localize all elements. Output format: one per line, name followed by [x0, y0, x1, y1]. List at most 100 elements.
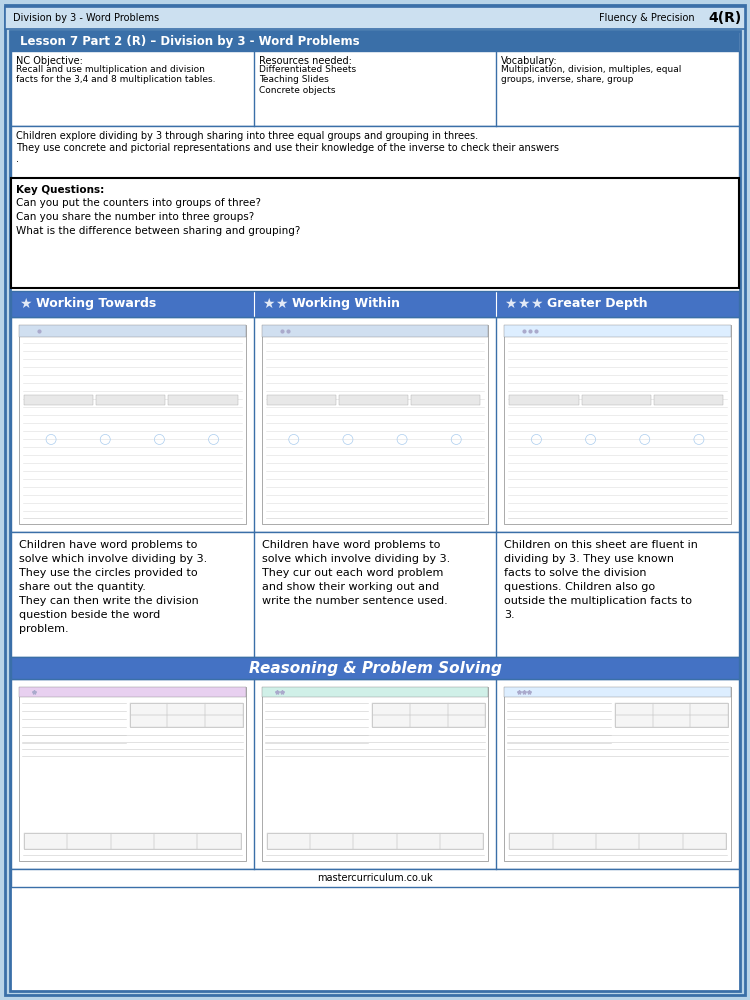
- Bar: [267, 833, 310, 849]
- Bar: [509, 833, 726, 849]
- Bar: [11, 291, 739, 317]
- Bar: [691, 715, 728, 727]
- Bar: [448, 703, 485, 715]
- Bar: [11, 657, 739, 679]
- Text: Children have word problems to
solve which involve dividing by 3.
They cur out e: Children have word problems to solve whi…: [262, 540, 450, 606]
- Bar: [167, 715, 205, 727]
- Text: NC Objective:: NC Objective:: [16, 56, 82, 66]
- Text: Key Questions:: Key Questions:: [16, 185, 104, 195]
- Bar: [682, 833, 726, 849]
- Text: Fluency & Precision: Fluency & Precision: [599, 13, 695, 23]
- Bar: [504, 325, 731, 524]
- Bar: [19, 325, 246, 524]
- Bar: [553, 833, 596, 849]
- Text: ★: ★: [19, 297, 32, 311]
- Text: Greater Depth: Greater Depth: [548, 298, 648, 310]
- Text: Working Within: Working Within: [292, 298, 400, 310]
- Text: ★: ★: [504, 297, 517, 311]
- Bar: [11, 869, 739, 887]
- Text: Resources needed:: Resources needed:: [259, 56, 352, 66]
- Text: mastercurriculum.co.uk: mastercurriculum.co.uk: [317, 873, 433, 883]
- Bar: [504, 687, 731, 861]
- Text: Can you share the number into three groups?: Can you share the number into three grou…: [16, 212, 254, 222]
- Bar: [448, 715, 485, 727]
- Bar: [581, 395, 651, 405]
- Bar: [654, 395, 723, 405]
- Bar: [19, 325, 246, 337]
- Bar: [509, 395, 578, 405]
- Bar: [410, 715, 448, 727]
- Bar: [11, 532, 739, 657]
- Bar: [130, 703, 167, 715]
- Bar: [130, 715, 167, 727]
- Text: Differentiated Sheets
Teaching Slides
Concrete objects: Differentiated Sheets Teaching Slides Co…: [259, 65, 356, 95]
- Bar: [639, 833, 682, 849]
- Bar: [11, 291, 739, 317]
- Text: 4(R): 4(R): [709, 11, 742, 25]
- Bar: [11, 178, 739, 288]
- Bar: [262, 687, 488, 861]
- Bar: [205, 703, 243, 715]
- Text: Children explore dividing by 3 through sharing into three equal groups and group: Children explore dividing by 3 through s…: [16, 131, 559, 164]
- Bar: [19, 687, 246, 861]
- Bar: [169, 395, 238, 405]
- Bar: [11, 126, 739, 178]
- Bar: [615, 703, 652, 715]
- Text: Can you put the counters into groups of three?: Can you put the counters into groups of …: [16, 198, 261, 208]
- Text: Working Towards: Working Towards: [36, 298, 156, 310]
- Bar: [167, 703, 205, 715]
- Bar: [504, 687, 731, 697]
- Text: Children on this sheet are fluent in
dividing by 3. They use known
facts to solv: Children on this sheet are fluent in div…: [504, 540, 698, 620]
- Text: ★: ★: [262, 297, 274, 311]
- Text: Reasoning & Problem Solving: Reasoning & Problem Solving: [248, 660, 502, 676]
- Text: Multiplication, division, multiples, equal
groups, inverse, share, group: Multiplication, division, multiples, equ…: [501, 65, 682, 84]
- Bar: [691, 703, 728, 715]
- Bar: [310, 833, 353, 849]
- Text: ★: ★: [530, 297, 543, 311]
- Bar: [504, 325, 731, 337]
- Bar: [19, 687, 246, 697]
- Bar: [130, 703, 243, 727]
- Bar: [267, 395, 336, 405]
- Bar: [397, 833, 440, 849]
- Bar: [411, 395, 480, 405]
- Bar: [509, 833, 553, 849]
- Bar: [615, 715, 652, 727]
- Text: Vocabulary:: Vocabulary:: [501, 56, 558, 66]
- Bar: [111, 833, 154, 849]
- Bar: [154, 833, 197, 849]
- Text: Recall and use multiplication and division
facts for the 3,4 and 8 multiplicatio: Recall and use multiplication and divisi…: [16, 65, 215, 84]
- Bar: [267, 833, 483, 849]
- Bar: [373, 715, 410, 727]
- Bar: [11, 317, 739, 532]
- Text: ★: ★: [518, 297, 530, 311]
- Bar: [96, 395, 166, 405]
- Bar: [11, 657, 739, 679]
- Bar: [205, 715, 243, 727]
- Bar: [410, 703, 448, 715]
- Bar: [11, 679, 739, 869]
- Bar: [24, 833, 68, 849]
- Text: Division by 3 - Word Problems: Division by 3 - Word Problems: [13, 13, 159, 23]
- Bar: [339, 395, 408, 405]
- Text: Lesson 7 Part 2 (R) – Division by 3 - Word Problems: Lesson 7 Part 2 (R) – Division by 3 - Wo…: [20, 35, 360, 48]
- Bar: [652, 703, 691, 715]
- Bar: [24, 833, 241, 849]
- Bar: [262, 325, 488, 337]
- Bar: [353, 833, 397, 849]
- Bar: [68, 833, 111, 849]
- Bar: [262, 687, 488, 697]
- Bar: [373, 703, 485, 727]
- Bar: [373, 703, 410, 715]
- Bar: [262, 325, 488, 524]
- Text: Children have word problems to
solve which involve dividing by 3.
They use the c: Children have word problems to solve whi…: [19, 540, 207, 634]
- Bar: [11, 51, 739, 126]
- Bar: [652, 715, 691, 727]
- Bar: [440, 833, 483, 849]
- Bar: [615, 703, 728, 727]
- Text: What is the difference between sharing and grouping?: What is the difference between sharing a…: [16, 226, 300, 236]
- Bar: [5, 7, 745, 29]
- Text: ★: ★: [274, 297, 287, 311]
- Bar: [596, 833, 639, 849]
- Bar: [197, 833, 241, 849]
